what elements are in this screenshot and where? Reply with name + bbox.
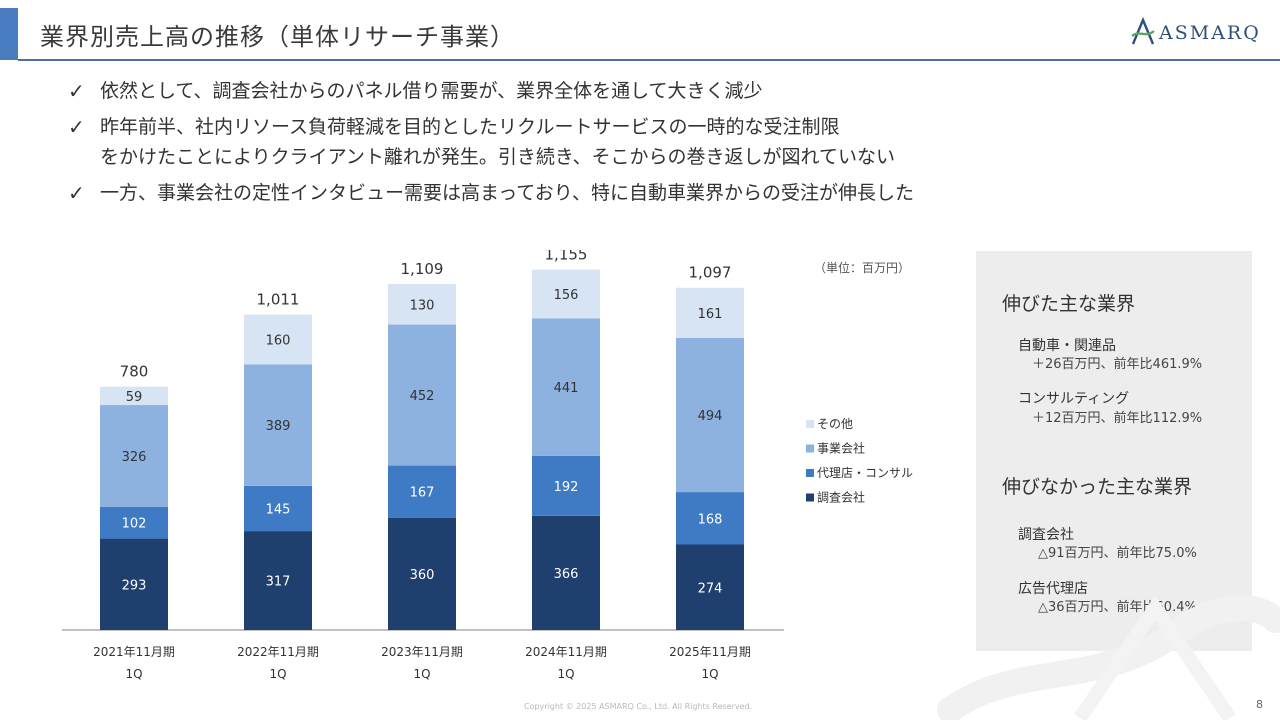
- bar-segment: [532, 515, 600, 630]
- bar-value-label: 317: [266, 575, 291, 590]
- x-tick-label: 1Q: [269, 667, 286, 681]
- bar-total-label: 1,109: [401, 260, 444, 278]
- bar-segment: [388, 283, 456, 325]
- x-tick-label: 2025年11月期: [669, 645, 751, 659]
- legend-swatch: [806, 444, 814, 453]
- industry-summary-panel: 伸びた主な業界 自動車・関連品 ＋26百万円、前年比461.9% コンサルティン…: [976, 251, 1252, 651]
- grew-item-name: 自動車・関連品: [1018, 338, 1116, 354]
- bar-segment: [532, 269, 600, 319]
- legend-label: 事業会社: [817, 441, 865, 456]
- x-tick-label: 1Q: [413, 667, 430, 681]
- x-tick-label: 1Q: [557, 667, 574, 681]
- bar-value-label: 156: [554, 288, 579, 303]
- bar-total-label: 1,011: [257, 291, 300, 309]
- bar-value-label: 102: [122, 517, 147, 532]
- stacked-bar-chart: （単位：百万円） 293 102 326 59 780 2021年11月期 1Q 317 145 3…: [62, 250, 913, 681]
- declined-item-detail: △91百万円、前年比75.0%: [1038, 546, 1197, 561]
- asmarq-logo-icon: [1131, 17, 1155, 45]
- company-logo: ASMARQ: [1130, 17, 1265, 47]
- bar-value-label: 326: [122, 450, 147, 465]
- check-icon: ✓: [68, 115, 85, 139]
- bullet-list: ✓ 依然として、調査会社からのパネル借り需要が、業界全体を通して大きく減少 ✓ 昨年前…: [68, 76, 1068, 214]
- legend-label: その他: [817, 417, 853, 431]
- declined-item-name: 広告代理店: [1018, 581, 1088, 597]
- bar-segment: [676, 492, 744, 545]
- bar-value-label: 145: [266, 502, 291, 517]
- declined-item-name: 調査会社: [1018, 527, 1074, 543]
- bar-segment: [388, 465, 456, 518]
- x-tick-label: 2022年11月期: [237, 645, 319, 659]
- x-tick-label: 1Q: [701, 667, 718, 681]
- bar-segment: [100, 386, 168, 406]
- legend-swatch: [806, 469, 814, 477]
- header-divider: [18, 59, 1280, 61]
- x-tick-label: 1Q: [125, 667, 142, 681]
- bar-segment: [532, 318, 600, 456]
- bar-value-label: 274: [698, 581, 723, 596]
- logo-watermark: [937, 595, 1280, 720]
- legend-swatch: [806, 420, 814, 428]
- bullet-item: ✓ 依然として、調査会社からのパネル借り需要が、業界全体を通して大きく減少: [68, 76, 1068, 106]
- bar-value-label: 441: [554, 381, 579, 396]
- declined-heading: 伸びなかった主な業界: [1002, 476, 1193, 498]
- bullet-text: 一方、事業会社の定性インタビュー需要は高まっており、特に自動車業界からの受注が伸…: [100, 182, 914, 204]
- bar-value-label: 389: [266, 419, 291, 434]
- bar-value-label: 160: [266, 334, 291, 349]
- legend-label: 代理店・コンサル: [817, 466, 913, 480]
- bar-segment: [244, 531, 312, 630]
- bar-total-label: 1,097: [689, 264, 732, 282]
- bar-value-label: 161: [698, 307, 723, 322]
- slide-title: 業界別売上高の推移（単体リサーチ事業）: [40, 23, 515, 51]
- bullet-item: ✓ 昨年前半、社内リソース負荷軽減を目的としたリクルートサービスの一時的な受注制限…: [68, 112, 1068, 172]
- header-accent-bar: [0, 8, 18, 60]
- unit-label: （単位：百万円）: [814, 260, 910, 275]
- bullet-text: 依然として、調査会社からのパネル借り需要が、業界全体を通して大きく減少: [100, 80, 763, 102]
- x-tick-label: 2024年11月期: [525, 645, 607, 659]
- bar-value-label: 452: [410, 389, 435, 404]
- copyright-notice: Copyright © 2025 ASMARQ Co., Ltd. All Ri…: [524, 702, 753, 711]
- bar-segment: [100, 506, 168, 539]
- bar-segment: [244, 364, 312, 486]
- page-number: 8: [1256, 698, 1263, 711]
- grew-item-detail: ＋26百万円、前年比461.9%: [1032, 357, 1203, 372]
- bar-segment: [532, 455, 600, 516]
- bar-value-label: 360: [410, 568, 435, 583]
- bar-segment: [100, 405, 168, 507]
- bar-segment: [676, 287, 744, 338]
- grew-item-detail: ＋12百万円、前年比112.9%: [1032, 411, 1203, 426]
- bar-value-label: 130: [410, 298, 435, 313]
- bar-segment: [676, 337, 744, 493]
- grew-item-name: コンサルティング: [1018, 391, 1130, 407]
- bar-value-label: 59: [126, 390, 143, 405]
- bar-value-label: 293: [122, 578, 147, 593]
- logo-wordmark: ASMARQ: [1159, 22, 1261, 44]
- slide-header: 業界別売上高の推移（単体リサーチ事業） ASMARQ: [0, 0, 1280, 62]
- bar-value-label: 168: [698, 512, 723, 527]
- bar-segment: [244, 314, 312, 365]
- grew-heading: 伸びた主な業界: [1002, 293, 1136, 315]
- bar-total-label: 780: [120, 363, 149, 381]
- bar-segment: [100, 538, 168, 630]
- bar-segment: [244, 485, 312, 532]
- legend-label: 調査会社: [817, 490, 865, 505]
- bullet-item: ✓ 一方、事業会社の定性インタビュー需要は高まっており、特に自動車業界からの受注が…: [68, 178, 1068, 208]
- bar-value-label: 494: [698, 409, 723, 424]
- bar-value-label: 192: [554, 480, 579, 495]
- legend-swatch: [806, 493, 814, 502]
- x-tick-label: 2021年11月期: [93, 645, 175, 659]
- x-tick-label: 2023年11月期: [381, 645, 463, 659]
- check-icon: ✓: [68, 181, 85, 205]
- bar-value-label: 167: [410, 486, 435, 501]
- check-icon: ✓: [68, 79, 85, 103]
- bar-segment: [388, 517, 456, 630]
- bar-segment: [676, 544, 744, 630]
- bar-value-label: 366: [554, 567, 579, 582]
- bullet-text: をかけたことによりクライアント離れが発生。引き続き、そこからの巻き返しが図れてい…: [100, 146, 895, 168]
- bullet-text: 昨年前半、社内リソース負荷軽減を目的としたリクルートサービスの一時的な受注制限: [100, 116, 840, 138]
- bar-total-label: 1,155: [545, 250, 588, 264]
- bar-segment: [388, 324, 456, 466]
